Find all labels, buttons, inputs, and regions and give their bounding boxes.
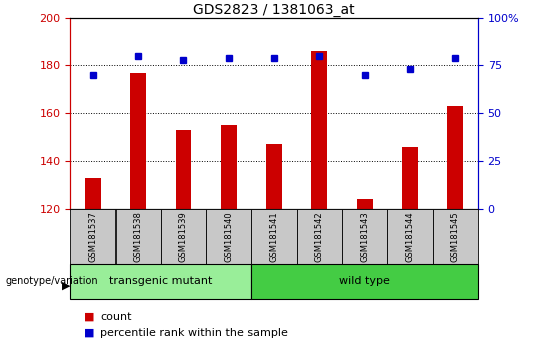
Bar — [266, 144, 282, 209]
Bar — [70, 209, 116, 264]
Bar — [252, 264, 478, 299]
Title: GDS2823 / 1381063_at: GDS2823 / 1381063_at — [193, 3, 355, 17]
Bar — [161, 209, 206, 264]
Text: GSM181538: GSM181538 — [133, 211, 143, 262]
Text: GSM181543: GSM181543 — [360, 211, 369, 262]
Text: GSM181540: GSM181540 — [224, 211, 233, 262]
Bar — [130, 73, 146, 209]
Text: GSM181544: GSM181544 — [406, 211, 414, 262]
Text: GSM181539: GSM181539 — [179, 211, 188, 262]
Text: ■: ■ — [84, 312, 94, 322]
Text: ■: ■ — [84, 328, 94, 338]
Bar — [357, 199, 373, 209]
Text: genotype/variation: genotype/variation — [5, 276, 98, 286]
Bar — [252, 209, 296, 264]
Bar — [402, 147, 418, 209]
Bar — [387, 209, 433, 264]
Bar — [296, 209, 342, 264]
Bar — [312, 51, 327, 209]
Text: GSM181541: GSM181541 — [269, 211, 279, 262]
Text: wild type: wild type — [339, 276, 390, 286]
Bar — [433, 209, 478, 264]
Text: count: count — [100, 312, 131, 322]
Bar — [176, 130, 191, 209]
Bar — [206, 209, 252, 264]
Text: GSM181542: GSM181542 — [315, 211, 324, 262]
Text: transgenic mutant: transgenic mutant — [109, 276, 212, 286]
Bar — [85, 178, 101, 209]
Bar — [342, 209, 387, 264]
Bar — [116, 209, 161, 264]
Bar — [447, 106, 463, 209]
Text: GSM181537: GSM181537 — [89, 211, 97, 262]
Text: percentile rank within the sample: percentile rank within the sample — [100, 328, 288, 338]
Bar — [221, 125, 237, 209]
Text: GSM181545: GSM181545 — [451, 211, 460, 262]
Text: ▶: ▶ — [62, 281, 71, 291]
Bar — [70, 264, 252, 299]
